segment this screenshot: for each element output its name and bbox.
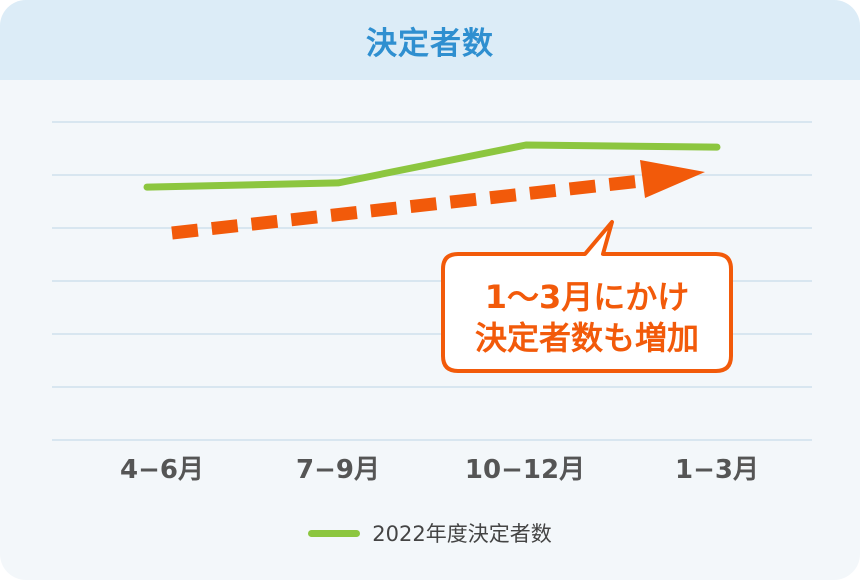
x-tick-label: 7−9月 (296, 455, 380, 485)
series-line (143, 141, 721, 191)
x-tick-label: 4−6月 (120, 455, 204, 485)
legend-label: 2022年度決定者数 (372, 522, 552, 546)
series-layer (143, 141, 721, 191)
legend-swatch (308, 529, 361, 537)
trend-arrow-layer (171, 160, 705, 240)
legend: 2022年度決定者数 (0, 518, 860, 548)
trend-arrow-shaft (171, 173, 651, 240)
x-tick-label: 10−12月 (465, 455, 585, 485)
x-axis-ticks: 4−6月 7−9月 10−12月 1−3月 (120, 455, 759, 485)
callout-bubble (441, 220, 733, 373)
x-tick-label: 1−3月 (675, 455, 759, 485)
callout-text-line: 1〜3月にかけ (485, 278, 690, 316)
chart-header: 決定者数 (0, 0, 860, 80)
chart-title: 決定者数 (366, 25, 494, 62)
callout-text-line: 決定者数も増加 (475, 319, 699, 357)
trend-arrow-head (640, 160, 705, 198)
